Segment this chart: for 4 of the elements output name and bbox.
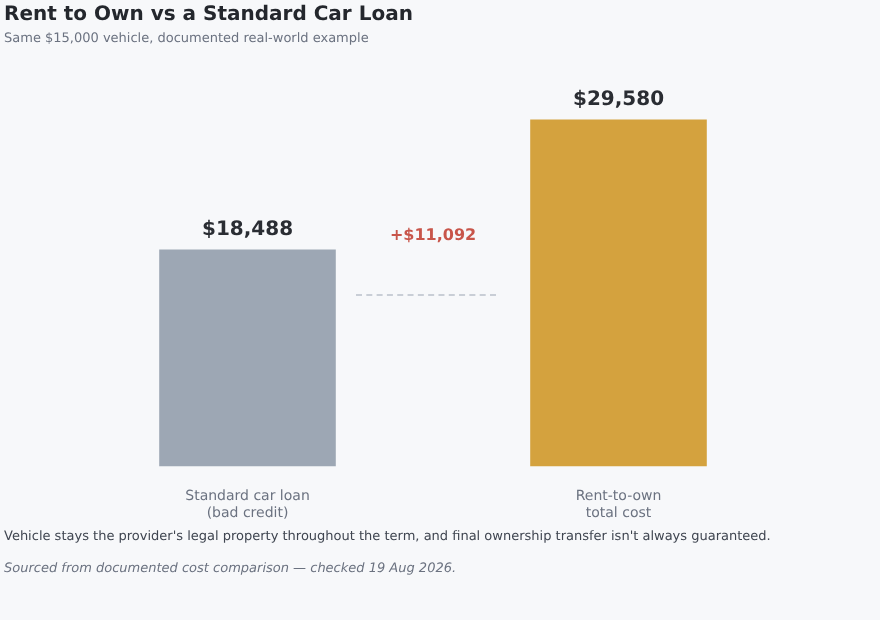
annotation: +$11,092 — [389, 225, 477, 244]
data-label: $18,488 — [201, 218, 294, 241]
chart-title: Rent to Own vs a Standard Car Loan — [4, 4, 413, 26]
data-label: $29,580 — [572, 88, 665, 111]
